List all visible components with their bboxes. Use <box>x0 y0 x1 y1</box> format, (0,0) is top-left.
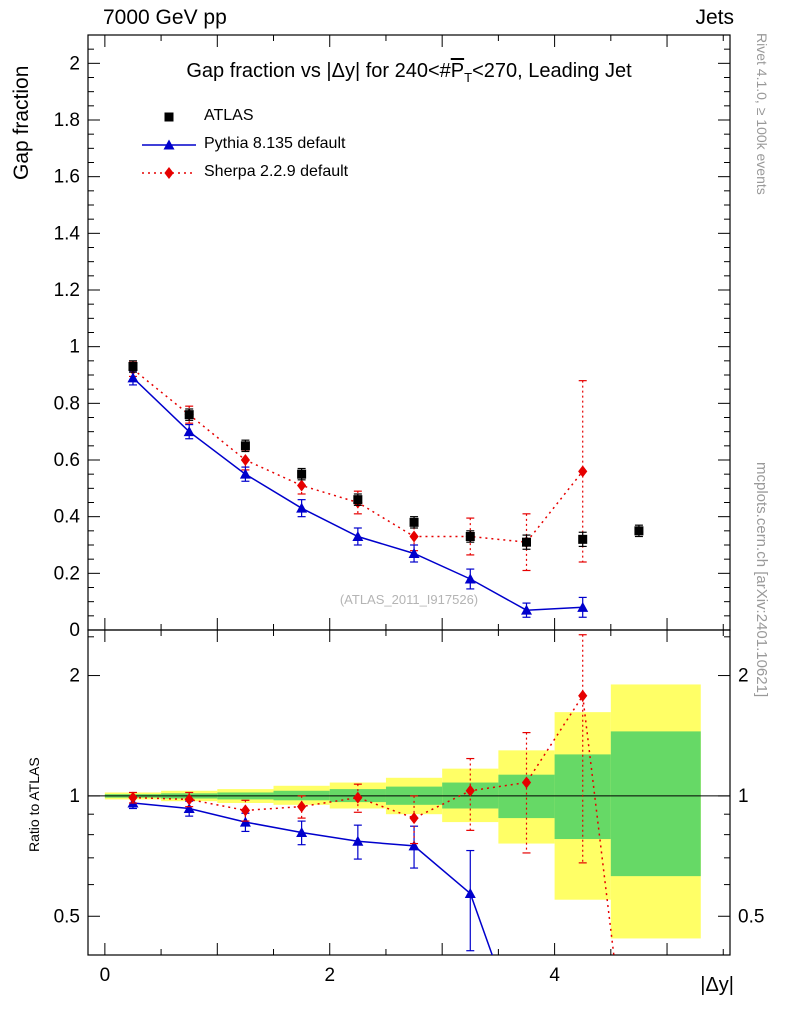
series-pythia-top <box>127 370 589 618</box>
title-pt-subscript: T <box>464 70 473 85</box>
series-line <box>132 802 494 955</box>
x-axis-title: |Δy| <box>700 974 734 996</box>
rivet-version-note: Rivet 4.1.0, ≥ 100k events <box>754 33 770 195</box>
svg-text:2: 2 <box>324 965 335 986</box>
svg-text:0.6: 0.6 <box>54 450 80 471</box>
ratio-uncertainty-bands <box>104 684 701 939</box>
ratio-panel-frame <box>87 629 731 956</box>
svg-text:2: 2 <box>69 53 80 74</box>
svg-text:0: 0 <box>69 620 80 641</box>
legend-markers <box>142 112 196 179</box>
legend-label-atlas: ATLAS <box>204 107 254 124</box>
title-post: <270, Leading Jet <box>472 60 632 82</box>
y-axis-title-gap-fraction: Gap fraction <box>10 65 33 180</box>
title-pt-symbol: P <box>450 60 465 82</box>
svg-text:4: 4 <box>549 965 560 986</box>
series-line <box>132 693 615 955</box>
plot-title: Gap fraction vs |Δy| for 240<#PT<270, Le… <box>88 60 730 85</box>
svg-text:1.6: 1.6 <box>54 167 80 188</box>
analysis-tag-label: Jets <box>695 6 734 29</box>
title-pre: Gap fraction vs |Δy| for 240<# <box>186 60 451 82</box>
svg-text:1: 1 <box>738 786 749 807</box>
svg-text:0: 0 <box>100 965 111 986</box>
analysis-id-watermark: (ATLAS_2011_I917526) <box>339 592 479 607</box>
y-axis-title-ratio: Ratio to ATLAS <box>26 757 42 852</box>
mcplots-arxiv-note: mcplots.cern.ch [arXiv:2401.10621] <box>753 462 770 698</box>
beam-energy-label: 7000 GeV pp <box>103 6 227 29</box>
axes-ticks-and-labels: 0 0.2 0.4 0.6 0.8 1 1.2 1.4 1.6 1.8 2 0.5 0.5 1 1 2 2 0 2 4 <box>54 35 764 986</box>
svg-text:1: 1 <box>69 786 80 807</box>
series-line <box>132 368 584 543</box>
legend-label-sherpa: Sherpa 2.2.9 default <box>204 163 349 180</box>
svg-text:0.5: 0.5 <box>738 906 764 927</box>
svg-text:0.8: 0.8 <box>54 393 80 414</box>
svg-text:1: 1 <box>69 337 80 358</box>
svg-text:1.4: 1.4 <box>54 223 81 244</box>
series-pythia-ratio <box>127 797 494 955</box>
svg-text:2: 2 <box>738 666 749 687</box>
series-atlas-top <box>128 360 644 550</box>
legend-label-pythia: Pythia 8.135 default <box>204 135 346 152</box>
svg-text:1.8: 1.8 <box>54 110 80 131</box>
svg-text:0.4: 0.4 <box>54 507 81 528</box>
svg-text:1.2: 1.2 <box>54 280 80 301</box>
svg-text:0.2: 0.2 <box>54 563 80 584</box>
series-sherpa-ratio <box>128 634 615 955</box>
green-band-bin <box>610 731 701 877</box>
top-panel-frame <box>87 34 731 631</box>
svg-text:2: 2 <box>69 666 80 687</box>
svg-text:0.5: 0.5 <box>54 906 80 927</box>
